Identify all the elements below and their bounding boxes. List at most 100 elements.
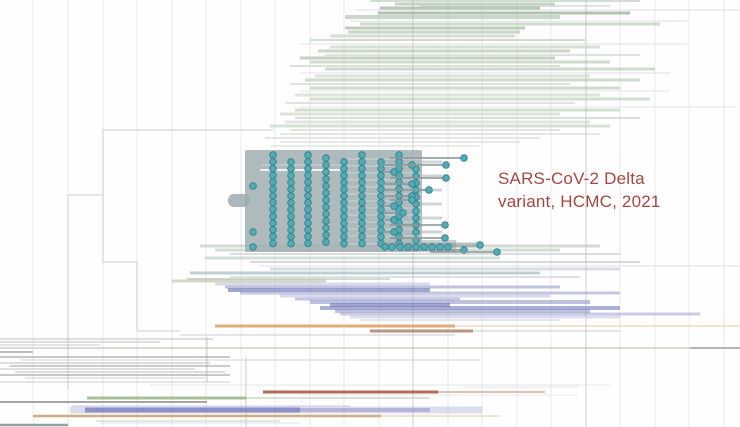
tree-node-dot <box>358 185 366 193</box>
tree-node-dot <box>322 189 330 197</box>
tree-node-dot <box>304 232 312 241</box>
tree-node-dot <box>269 239 277 248</box>
tree-node-dot <box>377 205 385 214</box>
tip-node-dot <box>493 248 501 256</box>
tree-node-dot <box>269 226 277 234</box>
tree-node-dot <box>304 226 312 234</box>
clade-label-line2: variant, HCMC, 2021 <box>498 192 661 211</box>
tip-node-dot <box>442 174 450 182</box>
tip-node-dot <box>476 241 484 249</box>
tree-node-dot <box>444 243 452 251</box>
tip-node-dot <box>441 221 449 229</box>
tree-node-dot <box>358 178 366 186</box>
tree-node-dot <box>377 219 385 227</box>
tree-node-dot <box>412 243 420 251</box>
tree-node-dot <box>269 205 277 214</box>
tree-node-dot <box>269 219 277 227</box>
tree-node-dot <box>340 226 348 234</box>
tree-node-dot <box>412 207 420 215</box>
tree-node-dot <box>388 243 396 251</box>
tree-node-dot <box>304 151 312 159</box>
tree-node-dot <box>340 165 348 173</box>
tree-node-dot <box>269 178 277 186</box>
tree-node-dot <box>304 212 312 220</box>
tree-node-dot <box>269 158 277 166</box>
tree-node-dot <box>304 205 312 214</box>
tree-node-dot <box>287 226 295 234</box>
tree-node-dot <box>340 178 348 187</box>
tree-node-dot <box>304 164 312 173</box>
tree-node-dot <box>269 198 277 207</box>
tip-node-dot <box>390 202 398 210</box>
tip-node-dot <box>399 209 407 217</box>
tree-node-dot <box>322 217 330 225</box>
tree-node-dot <box>304 219 312 227</box>
tree-node-dot <box>381 243 389 251</box>
tip-node-dot <box>460 154 468 162</box>
tree-node-dot <box>304 185 312 193</box>
tree-node-dot <box>304 192 312 200</box>
tree-node-dot <box>322 224 330 232</box>
tree-node-dot <box>340 199 348 207</box>
tree-node-dot <box>287 233 295 241</box>
tree-node-dot <box>304 178 312 186</box>
tree-node-dot <box>358 192 366 200</box>
tree-node-dot <box>287 192 295 200</box>
tree-node-dot <box>322 210 330 218</box>
tree-node-dot <box>287 212 295 221</box>
tree-node-dot <box>358 212 366 220</box>
tree-node-dot <box>358 232 366 241</box>
tree-node-dot <box>269 192 277 200</box>
tree-node-dot <box>322 196 330 204</box>
tree-node-dot <box>304 158 312 166</box>
tree-node-dot <box>377 171 385 180</box>
tree-node-dot <box>269 212 277 220</box>
tree-node-dot <box>322 238 330 246</box>
tree-node-dot <box>340 205 348 214</box>
tree-node-dot <box>322 161 330 169</box>
tree-node-dot <box>249 243 257 251</box>
tree-node-dot <box>287 158 295 166</box>
tree-node-dot <box>269 232 277 241</box>
tree-node-dot <box>287 165 295 173</box>
tree-node-dot <box>358 158 366 166</box>
tree-node-dot <box>396 243 404 251</box>
tree-node-dot <box>412 228 420 236</box>
tree-node-dot <box>249 228 257 236</box>
tree-node-dot <box>249 182 257 190</box>
tree-node-dot <box>287 178 295 187</box>
tree-node-dot <box>358 198 366 207</box>
tree-node-dot <box>304 171 312 180</box>
tree-node-dot <box>358 226 366 234</box>
tree-node-dot <box>340 158 348 166</box>
clade-label: SARS-CoV-2 Delta variant, HCMC, 2021 <box>498 167 708 213</box>
tree-node-dot <box>340 171 348 180</box>
tip-node-dot <box>441 234 449 242</box>
tree-node-dot <box>377 233 385 241</box>
tree-node-dot <box>340 212 348 221</box>
tip-node-dot <box>390 168 398 176</box>
tree-node-dot <box>377 212 385 221</box>
tree-node-dot <box>287 205 295 214</box>
tree-node-dot <box>340 239 348 248</box>
cluster-stub <box>228 194 250 207</box>
tree-node-dot <box>269 185 277 193</box>
tip-node-dot <box>425 186 433 194</box>
tip-node-dot <box>408 196 416 204</box>
tree-node-dot <box>287 219 295 227</box>
tip-node-dot <box>390 216 398 224</box>
tip-node-dot <box>408 180 416 188</box>
tree-node-dot <box>322 231 330 239</box>
tree-node-dot <box>269 164 277 173</box>
tree-node-dot <box>428 243 436 251</box>
tree-node-dot <box>287 199 295 207</box>
tree-node-dot <box>420 243 428 251</box>
tree-node-dot <box>340 219 348 227</box>
tree-node-dot <box>340 233 348 241</box>
tree-node-dot <box>322 182 330 190</box>
tree-node-dot <box>358 219 366 227</box>
tree-node-dot <box>322 203 330 211</box>
tree-node-dot <box>304 198 312 207</box>
